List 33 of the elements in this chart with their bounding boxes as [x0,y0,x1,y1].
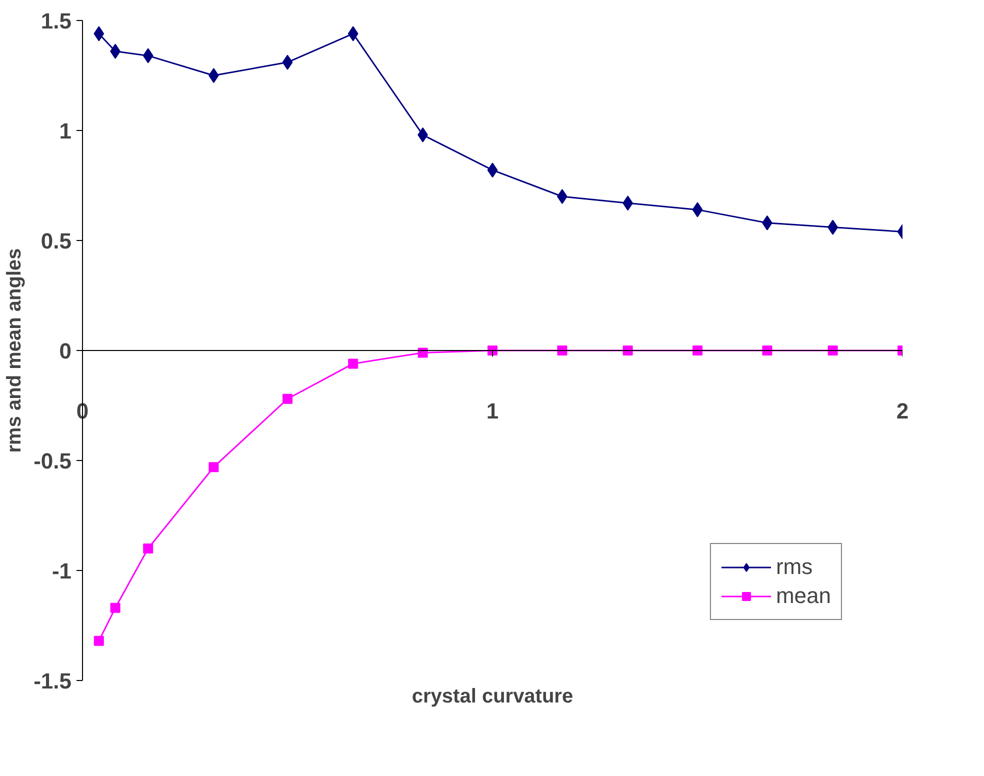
x-axis-title: crystal curvature [412,686,574,708]
point [208,68,219,83]
point [828,346,838,356]
point [348,26,358,42]
x-tick-label: 1 [486,398,499,424]
y-axis-title: rms and mean angles [4,248,26,453]
point [94,636,104,646]
point [762,346,772,356]
point [487,162,498,178]
x-tick-label: 2 [896,398,909,424]
point [622,346,633,356]
point [692,202,703,218]
y-tick-label: 1.5 [40,8,72,34]
point [94,26,104,42]
legend-label: rms [776,554,813,580]
point [143,544,154,554]
point [348,358,358,369]
y-tick-label: -1 [52,558,72,584]
point [692,346,702,356]
y-tick-label: 0 [59,338,72,364]
point [282,394,292,404]
point [557,346,568,356]
point [142,48,154,64]
y-tick-label: -1.5 [34,668,72,694]
point [282,54,293,70]
point [557,189,568,204]
point [208,462,219,472]
y-tick-label: 0.5 [40,228,72,254]
point [418,348,428,358]
point [110,602,120,613]
y-tick-label: -0.5 [34,448,72,474]
legend-label: mean [776,583,831,609]
y-tick-label: 1 [59,118,72,144]
